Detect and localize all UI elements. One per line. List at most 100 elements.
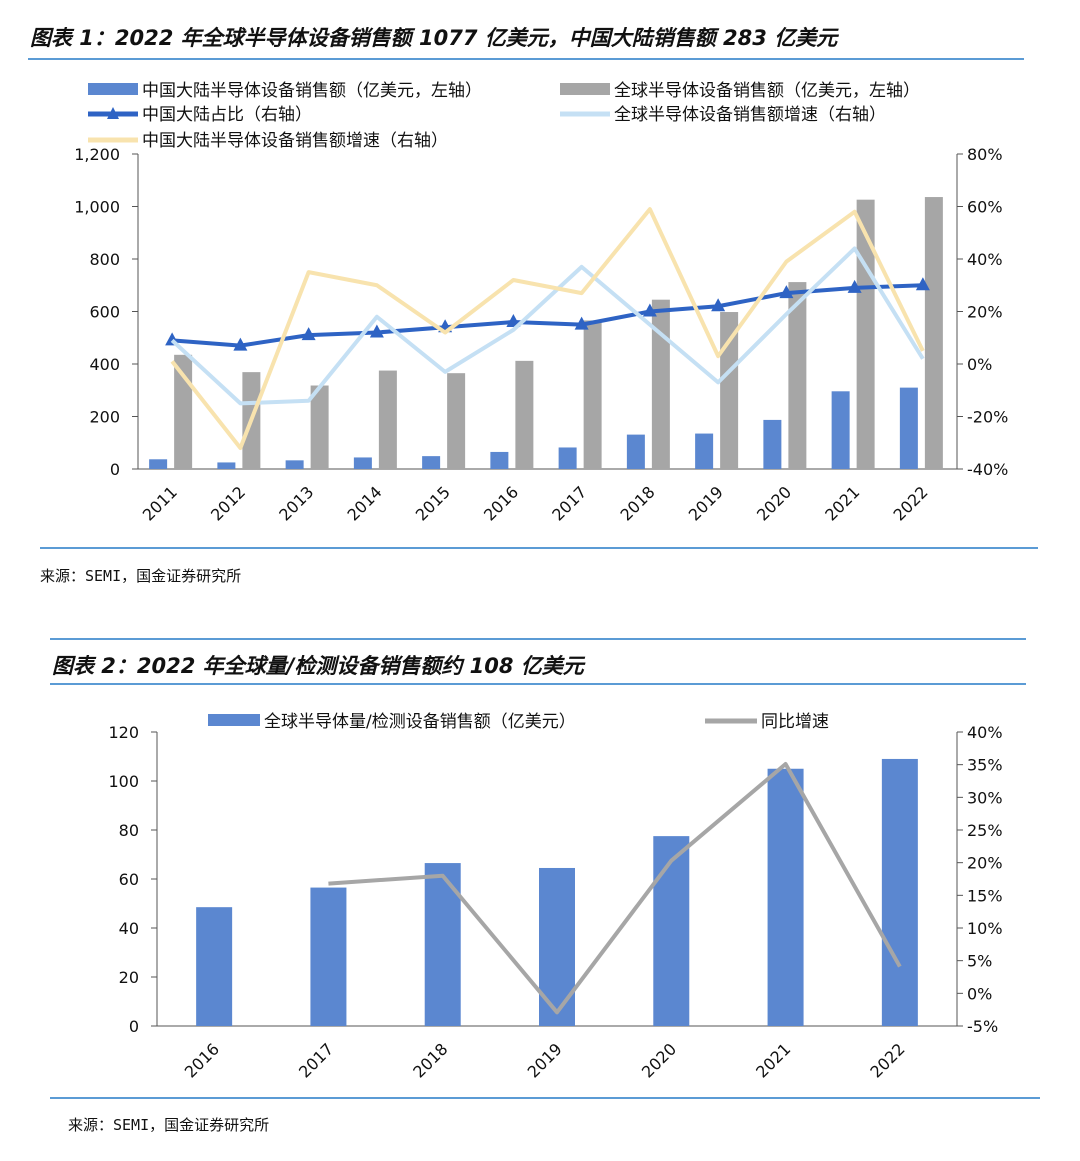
bar-0-2015 — [422, 456, 441, 469]
x-tick-label: 2018 — [616, 482, 658, 524]
right-tick-label: 25% — [967, 821, 1003, 840]
bar-1-2016 — [515, 360, 534, 469]
marker-2019 — [711, 298, 726, 312]
x-tick-label: 2012 — [207, 482, 249, 524]
bar-0-2012 — [217, 462, 236, 469]
right-tick-label: -40% — [967, 460, 1008, 479]
legend-label-3: 全球半导体设备销售额增速（右轴） — [614, 105, 886, 125]
legend-label-0: 全球半导体量/检测设备销售额（亿美元） — [264, 712, 576, 732]
legend-label-1: 同比增速 — [761, 712, 829, 732]
left-tick-label: 0 — [110, 460, 120, 479]
x-tick-label: 2019 — [524, 1039, 566, 1081]
right-tick-label: 60% — [967, 198, 1003, 217]
legend-label-0: 中国大陆半导体设备销售额（亿美元，左轴） — [142, 81, 482, 101]
bar-0-2019 — [695, 433, 714, 469]
bar-0-2016 — [196, 907, 233, 1026]
bar-1-2014 — [378, 370, 397, 469]
left-tick-label: 0 — [129, 1017, 139, 1036]
left-tick-label: 80 — [119, 821, 139, 840]
bar-0-2021 — [831, 391, 850, 469]
left-tick-label: 100 — [108, 772, 139, 791]
legend-label-1: 全球半导体设备销售额（亿美元，左轴） — [614, 81, 920, 101]
bar-1-2020 — [788, 282, 807, 469]
figure2-chart: 0 20 40 60 80 100 120 -5% 0% 5% 10% 15% 20% 25% 30% 35%… — [108, 712, 1003, 1082]
bar-1-2011 — [174, 354, 193, 469]
left-tick-label: 60 — [119, 870, 139, 889]
line-series-0 — [328, 762, 902, 1015]
right-tick-label: -20% — [967, 408, 1008, 427]
legend-label-2: 中国大陆占比（右轴） — [142, 105, 312, 125]
bar-0-2018 — [424, 863, 461, 1026]
x-tick-label: 2020 — [753, 482, 795, 524]
bar-0-2018 — [626, 434, 645, 469]
x-tick-label: 2021 — [752, 1039, 794, 1081]
bar-1-2017 — [583, 320, 602, 469]
right-tick-label: -5% — [967, 1017, 998, 1036]
left-tick-label: 1,000 — [74, 198, 120, 217]
right-tick-label: 0% — [967, 355, 992, 374]
left-tick-label: 200 — [89, 408, 120, 427]
marker-2018 — [642, 303, 657, 317]
x-tick-label: 2013 — [275, 482, 317, 524]
right-tick-label: 0% — [967, 984, 992, 1003]
x-tick-label: 2014 — [343, 482, 385, 524]
right-tick-label: 15% — [967, 886, 1003, 905]
bar-0-2021 — [767, 768, 804, 1026]
bar-1-2013 — [310, 385, 329, 469]
bar-0-2016 — [490, 451, 509, 469]
x-tick-label: 2019 — [685, 482, 727, 524]
left-tick-label: 120 — [108, 723, 139, 742]
right-tick-label: 80% — [967, 145, 1003, 164]
bar-0-2019 — [539, 867, 575, 1026]
left-tick-label: 800 — [89, 250, 120, 269]
x-tick-label: 2018 — [409, 1039, 451, 1081]
bar-0-2014 — [353, 457, 372, 469]
left-tick-label: 1,200 — [74, 145, 120, 164]
bar-0-2013 — [285, 460, 304, 469]
left-tick-label: 20 — [119, 968, 139, 987]
bar-0-2020 — [653, 836, 690, 1026]
right-tick-label: 20% — [967, 854, 1003, 873]
x-tick-label: 2016 — [181, 1039, 223, 1081]
legend-swatch-0 — [208, 714, 260, 726]
x-tick-label: 2016 — [480, 482, 522, 524]
left-tick-label: 600 — [89, 303, 120, 322]
bar-1-2022 — [924, 197, 943, 470]
marker-2012 — [233, 337, 248, 351]
bar-0-2011 — [149, 459, 168, 469]
legend-swatch-1 — [560, 83, 610, 95]
bar-0-2020 — [763, 419, 782, 469]
bar-1-2021 — [856, 199, 875, 470]
right-tick-label: 20% — [967, 303, 1003, 322]
right-tick-label: 30% — [967, 788, 1003, 807]
line-series-0 — [171, 283, 923, 348]
marker-2022 — [915, 277, 930, 291]
marker-2016 — [506, 314, 521, 327]
x-tick-label: 2017 — [295, 1039, 337, 1081]
left-tick-label: 40 — [119, 919, 139, 938]
marker-2020 — [779, 285, 794, 299]
bar-1-2019 — [720, 312, 739, 469]
line-series-1 — [170, 246, 925, 406]
x-tick-label: 2011 — [139, 482, 181, 524]
marker-2013 — [301, 327, 316, 341]
figure2-bottom-rule — [50, 1097, 1040, 1099]
right-tick-label: 35% — [967, 756, 1003, 775]
legend-swatch-0 — [88, 83, 138, 95]
bar-1-2018 — [651, 299, 670, 469]
legend-marker-2 — [107, 107, 119, 119]
marker-2014 — [369, 324, 384, 338]
marker-2021 — [847, 279, 862, 293]
bar-0-2022 — [899, 387, 918, 469]
bar-0-2017 — [558, 447, 577, 469]
figure2-title-rule — [50, 683, 1026, 685]
right-tick-label: 40% — [967, 723, 1003, 742]
marker-2017 — [574, 316, 589, 330]
figure1-bottom-rule — [40, 547, 1038, 549]
x-tick-label: 2015 — [412, 482, 454, 524]
right-tick-label: 10% — [967, 919, 1003, 938]
left-tick-label: 400 — [89, 355, 120, 374]
figure1-chart: 0 200 400 600 800 1,000 1,200 -40% -20% 0% 20% 40% 6… — [74, 81, 1008, 525]
figure1-title-rule — [28, 58, 1024, 60]
x-tick-label: 2020 — [638, 1039, 680, 1081]
